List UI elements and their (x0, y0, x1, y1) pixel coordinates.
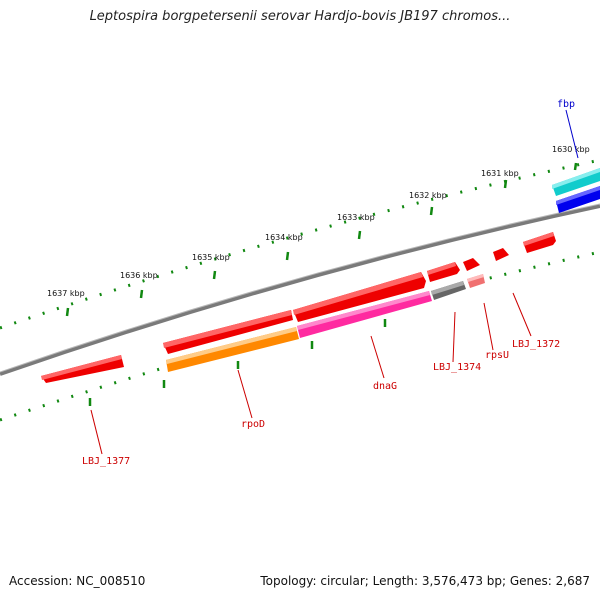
kbp-label-1630: 1630 kbp (552, 145, 590, 154)
gene-label-dnaG[interactable]: dnaG (373, 381, 397, 392)
gene-label-fbp[interactable]: fbp (557, 99, 575, 110)
gene-upper-2[interactable] (493, 248, 509, 261)
gene-label-rpsU[interactable]: rpsU (485, 350, 509, 361)
chromosome-backbone (0, 204, 600, 376)
kbp-label-1633: 1633 kbp (337, 213, 375, 222)
kbp-label-1631: 1631 kbp (481, 169, 519, 178)
gene-upper-3[interactable] (463, 258, 480, 271)
label-leaders (90, 109, 579, 455)
kbp-label-1637: 1637 kbp (47, 289, 85, 298)
map-title: Leptospira borgpetersenii serovar Hardjo… (89, 9, 511, 24)
inner-major-ticks (88, 319, 387, 406)
gene-label-LBJ_1377[interactable]: LBJ_1377 (82, 456, 130, 467)
topology-text: Topology: circular; Length: 3,576,473 bp… (260, 574, 590, 588)
kbp-label-1636: 1636 kbp (120, 271, 158, 280)
outer-tick-ring (0, 158, 600, 330)
gene-label-LBJ_1374[interactable]: LBJ_1374 (433, 362, 481, 373)
kbp-label-1634: 1634 kbp (265, 233, 303, 242)
kbp-label-1632: 1632 kbp (409, 191, 447, 200)
gene-label-rpoD[interactable]: rpoD (241, 419, 265, 430)
kbp-label-1635: 1635 kbp (192, 253, 230, 262)
accession-text: Accession: NC_008510 (9, 574, 146, 588)
gene-label-LBJ_1372[interactable]: LBJ_1372 (512, 339, 560, 350)
major-ticks (65, 162, 578, 317)
gene-features (41, 168, 600, 383)
